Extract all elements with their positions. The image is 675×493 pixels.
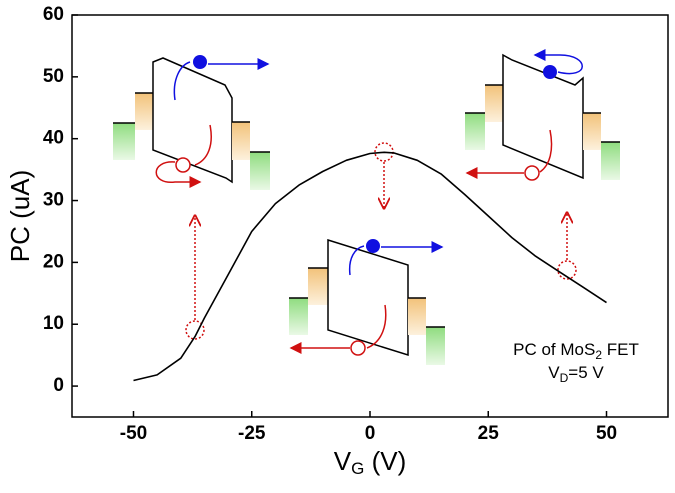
x-tick-label: -25	[238, 423, 266, 444]
y-axis-label: PC (uA)	[5, 170, 35, 262]
y-tick-label: 0	[53, 375, 64, 396]
y-tick-label: 10	[43, 313, 64, 334]
x-tick-label: 25	[478, 423, 500, 444]
y-tick-label: 40	[43, 128, 64, 149]
y-tick-label: 20	[43, 251, 64, 272]
inset-left	[113, 55, 270, 190]
x-axis-label: VG (V)	[334, 446, 406, 479]
inset-middle	[289, 238, 445, 365]
y-tick-label: 50	[43, 66, 64, 87]
annotation-2: VD=5 V	[548, 363, 604, 385]
x-tick-label: -50	[120, 423, 147, 444]
annotation-1: PC of MoS2 FET	[513, 340, 639, 362]
axes: -50 -25 0 25 50 0 10 20 30 40 50 60	[43, 4, 617, 444]
x-tick-label: 0	[365, 423, 376, 444]
data-line	[133, 151, 607, 382]
y-tick-label: 30	[43, 190, 64, 211]
x-tick-label: 50	[596, 423, 617, 444]
inset-right	[465, 49, 620, 181]
y-tick-label: 60	[43, 4, 64, 25]
